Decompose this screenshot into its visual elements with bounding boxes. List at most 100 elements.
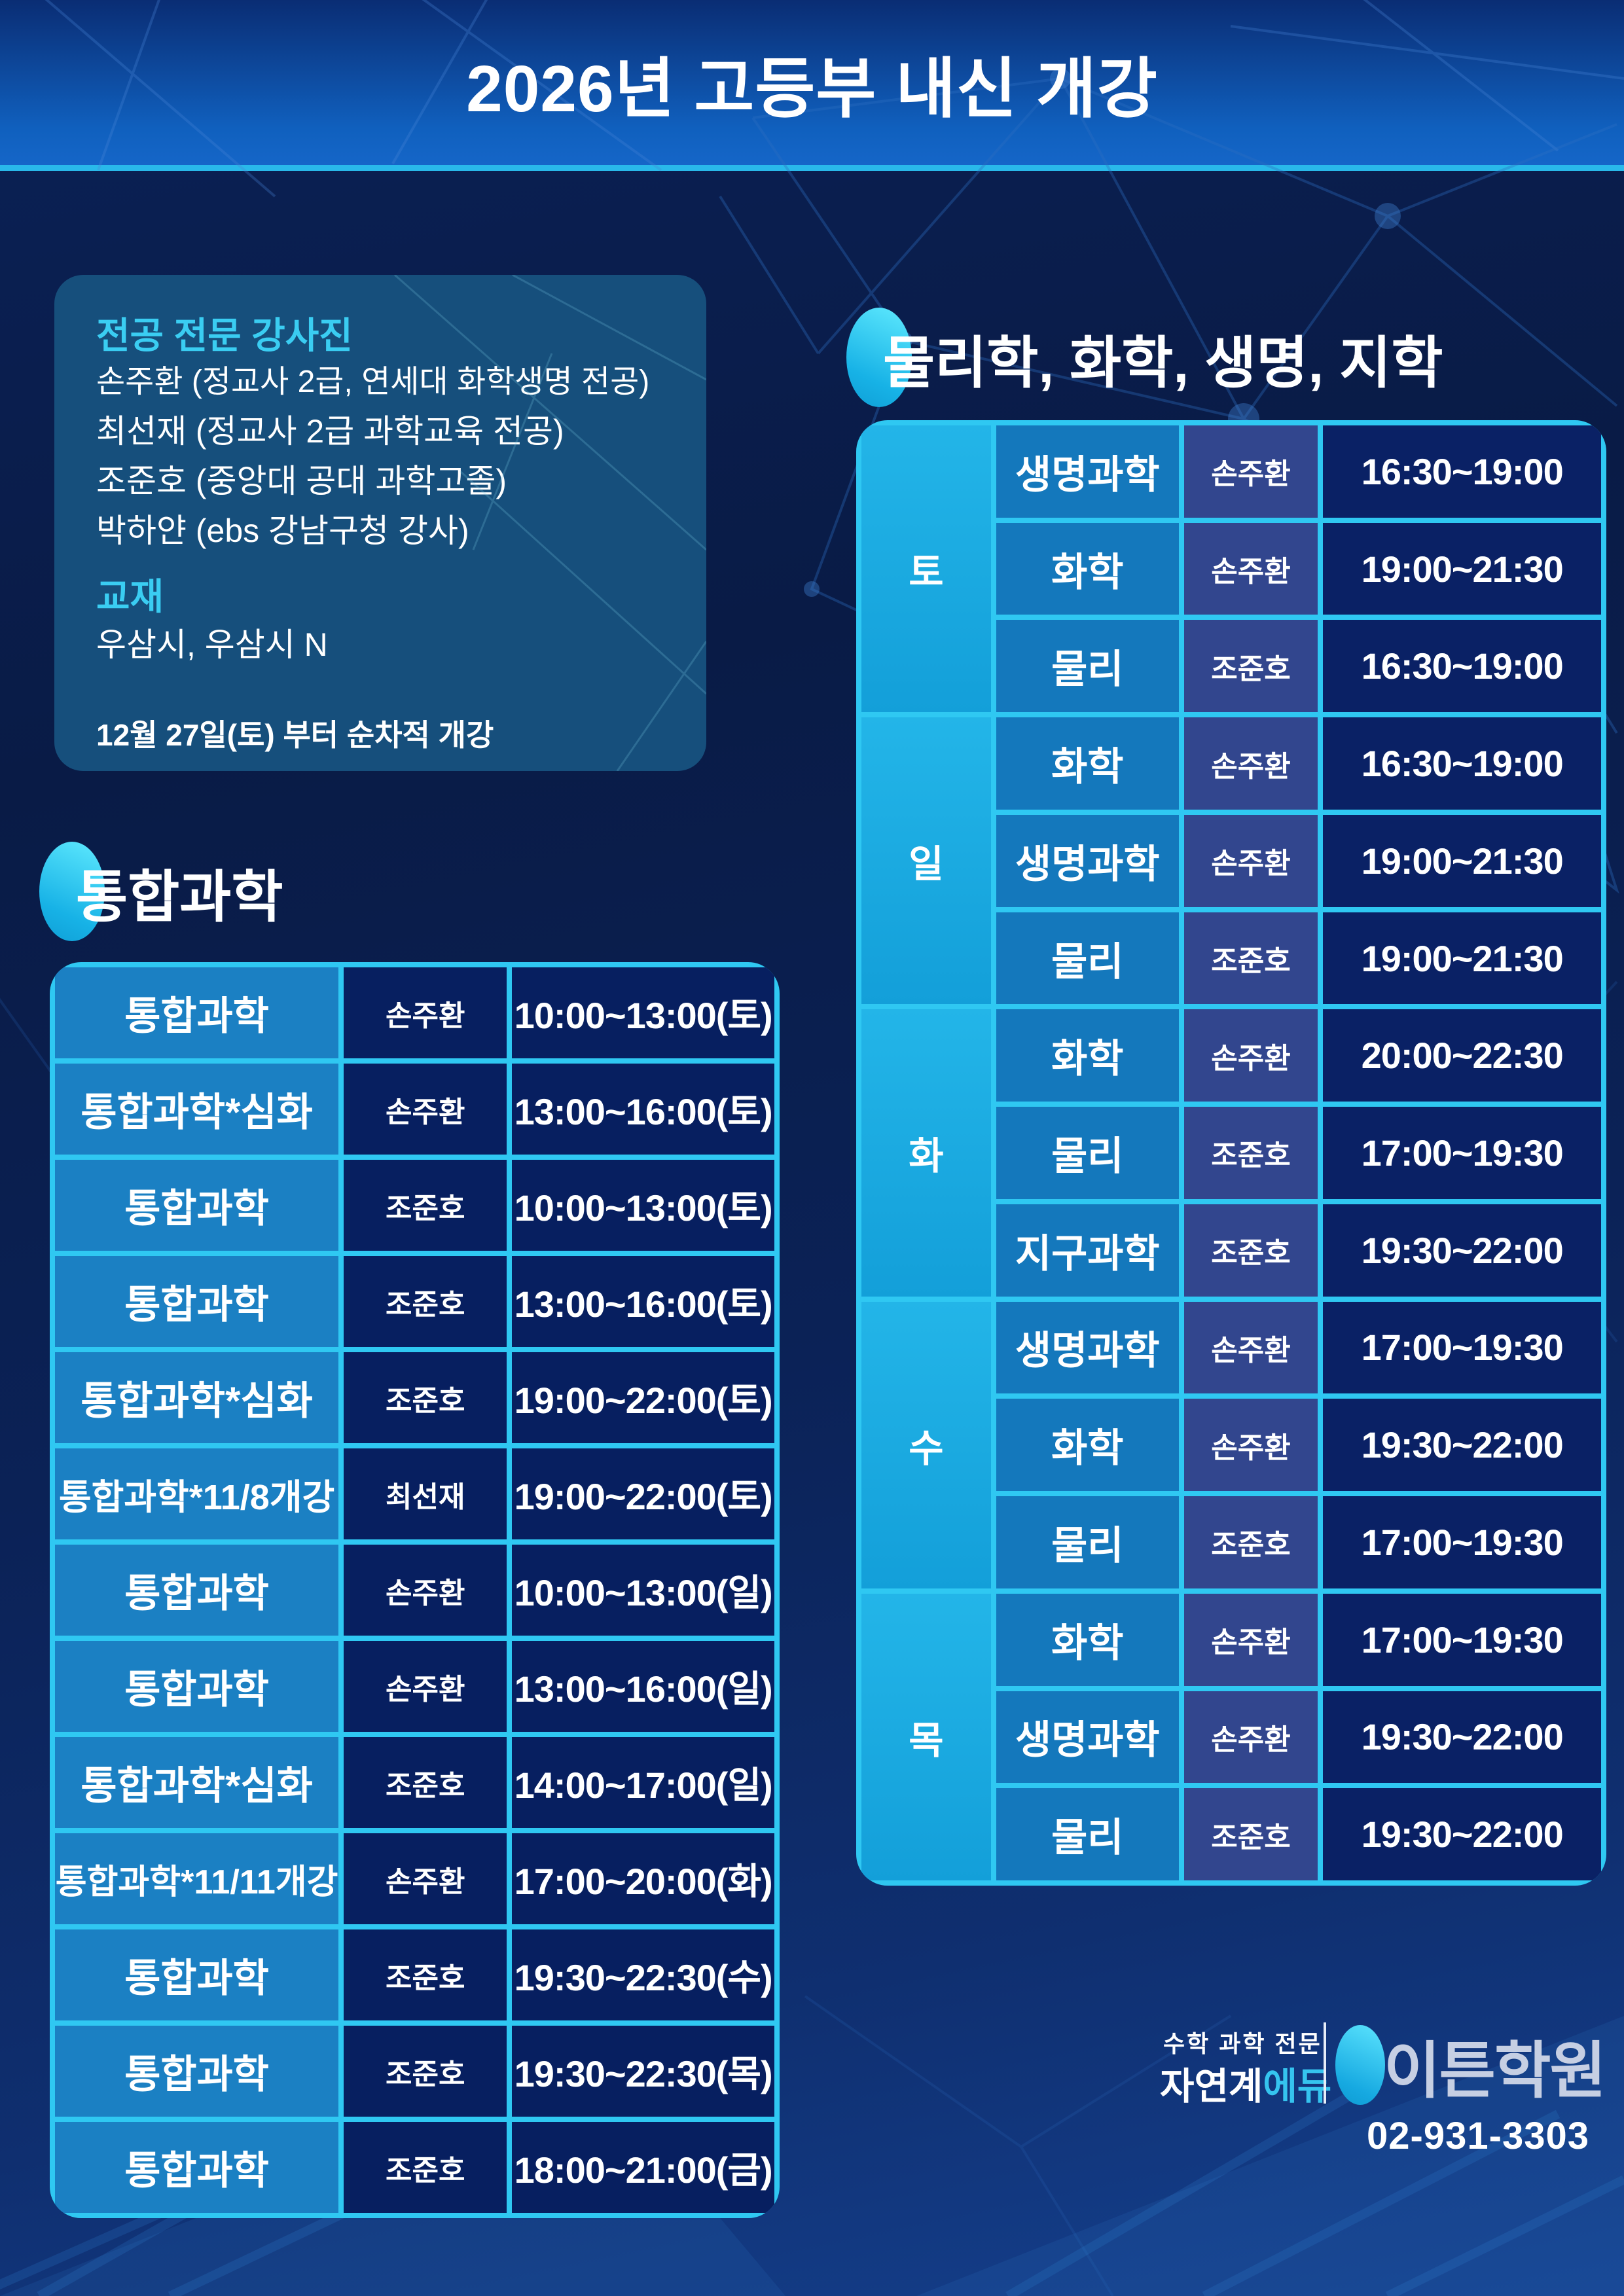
subject-cell: 지구과학 bbox=[996, 1204, 1179, 1297]
day-cell: 목 bbox=[861, 1593, 991, 1880]
time-cell: 16:30~19:00 bbox=[1323, 620, 1601, 713]
time-cell: 16:30~19:00 bbox=[1323, 717, 1601, 810]
time-cell: 13:00~16:00(토) bbox=[512, 1064, 774, 1155]
teacher-cell: 조준호 bbox=[1183, 1788, 1318, 1880]
teacher-cell: 손주환 bbox=[344, 1545, 507, 1636]
teacher-cell: 조준호 bbox=[344, 1160, 507, 1251]
time-cell: 17:00~19:30 bbox=[1323, 1301, 1601, 1394]
time-cell: 19:30~22:00 bbox=[1323, 1399, 1601, 1492]
teacher-cell: 조준호 bbox=[344, 2026, 507, 2117]
teacher-cell: 최선재 bbox=[344, 1448, 507, 1539]
subject-cell: 통합과학 bbox=[55, 1545, 339, 1636]
time-cell: 19:30~22:00 bbox=[1323, 1204, 1601, 1297]
time-cell: 18:00~21:00(금) bbox=[512, 2122, 774, 2213]
time-cell: 19:30~22:00 bbox=[1323, 1788, 1601, 1880]
subject-cell: 물리 bbox=[996, 620, 1179, 713]
section-title-science-subjects: 물리학, 화학, 생명, 지학 bbox=[846, 308, 1443, 407]
time-cell: 10:00~13:00(토) bbox=[512, 967, 774, 1058]
subject-cell: 화학 bbox=[996, 717, 1179, 810]
day-cell: 일 bbox=[861, 717, 991, 1005]
instructor-line: 조준호 (중앙대 공대 과학고졸) bbox=[96, 462, 507, 499]
subject-cell: 생명과학 bbox=[996, 814, 1179, 907]
teacher-cell: 조준호 bbox=[1183, 1204, 1318, 1297]
subject-cell: 생명과학 bbox=[996, 1691, 1179, 1784]
subject-cell: 통합과학*심화 bbox=[55, 1352, 339, 1443]
teacher-cell: 손주환 bbox=[1183, 1691, 1318, 1784]
teacher-cell: 손주환 bbox=[344, 1833, 507, 1924]
subject-cell: 통합과학 bbox=[55, 1256, 339, 1347]
subject-cell: 물리 bbox=[996, 1107, 1179, 1199]
teacher-cell: 조준호 bbox=[1183, 912, 1318, 1005]
subject-cell: 통합과학 bbox=[55, 2026, 339, 2117]
teacher-cell: 조준호 bbox=[344, 1352, 507, 1443]
subject-cell: 화학 bbox=[996, 1593, 1179, 1686]
header-band bbox=[0, 0, 1624, 165]
academy-name: 이튼학원 bbox=[1384, 2036, 1606, 2105]
teacher-cell: 조준호 bbox=[1183, 620, 1318, 713]
day-cell: 수 bbox=[861, 1301, 991, 1588]
teacher-cell: 조준호 bbox=[1183, 1496, 1318, 1588]
cyan-dot-icon bbox=[846, 308, 912, 407]
teacher-cell: 손주환 bbox=[1183, 814, 1318, 907]
section-title-label: 통합과학 bbox=[76, 865, 283, 929]
time-cell: 10:00~13:00(일) bbox=[512, 1545, 774, 1636]
textbook-heading: 교재 bbox=[96, 575, 164, 617]
time-cell: 19:00~22:00(토) bbox=[512, 1448, 774, 1539]
subject-cell: 통합과학 bbox=[55, 1160, 339, 1251]
teacher-cell: 조준호 bbox=[344, 1256, 507, 1347]
time-cell: 17:00~19:30 bbox=[1323, 1496, 1601, 1588]
time-cell: 19:00~21:30 bbox=[1323, 522, 1601, 615]
instructors-heading: 전공 전문 강사진 bbox=[96, 315, 353, 356]
teacher-cell: 손주환 bbox=[1183, 1399, 1318, 1492]
info-box: 전공 전문 강사진 손주환 (정교사 2급, 연세대 화학생명 전공) 최선재 … bbox=[54, 275, 706, 771]
subject-cell: 생명과학 bbox=[996, 1301, 1179, 1394]
time-cell: 10:00~13:00(토) bbox=[512, 1160, 774, 1251]
time-cell: 14:00~17:00(일) bbox=[512, 1737, 774, 1828]
header-divider bbox=[0, 165, 1624, 171]
time-cell: 19:00~21:30 bbox=[1323, 814, 1601, 907]
time-cell: 20:00~22:30 bbox=[1323, 1009, 1601, 1102]
teacher-cell: 손주환 bbox=[1183, 1593, 1318, 1686]
subject-cell: 물리 bbox=[996, 912, 1179, 1005]
instructor-line: 손주환 (정교사 2급, 연세대 화학생명 전공) bbox=[96, 365, 650, 399]
textbook-line: 우삼시, 우삼시 N bbox=[96, 626, 328, 663]
subject-cell: 통합과학*11/11개강 bbox=[55, 1833, 339, 1924]
instructor-line: 박하얀 (ebs 강남구청 강사) bbox=[96, 512, 469, 549]
phone-number: 02-931-3303 bbox=[1367, 2115, 1589, 2157]
section-title-label: 물리학, 화학, 생명, 지학 bbox=[883, 331, 1443, 395]
teacher-cell: 손주환 bbox=[1183, 425, 1318, 518]
subject-cell: 통합과학 bbox=[55, 2122, 339, 2213]
teacher-cell: 손주환 bbox=[344, 1641, 507, 1732]
brand-tagline: 수학 과학 전문 bbox=[1163, 2030, 1322, 2057]
integrated-science-table: 통합과학 손주환 10:00~13:00(토) 통합과학*심화 손주환 13:0… bbox=[50, 962, 780, 2218]
opening-notice: 12월 27일(토) 부터 순차적 개강 bbox=[96, 717, 494, 752]
subject-cell: 통합과학*심화 bbox=[55, 1737, 339, 1828]
brand-divider bbox=[1324, 2022, 1326, 2104]
time-cell: 16:30~19:00 bbox=[1323, 425, 1601, 518]
time-cell: 17:00~19:30 bbox=[1323, 1593, 1601, 1686]
time-cell: 19:30~22:30(수) bbox=[512, 1929, 774, 2020]
brand-name: 자연계에듀 bbox=[1160, 2056, 1331, 2110]
teacher-cell: 손주환 bbox=[1183, 522, 1318, 615]
time-cell: 19:30~22:00 bbox=[1323, 1691, 1601, 1784]
time-cell: 13:00~16:00(일) bbox=[512, 1641, 774, 1732]
teacher-cell: 조준호 bbox=[344, 2122, 507, 2213]
time-cell: 17:00~20:00(화) bbox=[512, 1833, 774, 1924]
science-subjects-table: 토 생명과학 손주환 16:30~19:00 화학 손주환 19:00~21:3… bbox=[856, 420, 1606, 1886]
teacher-cell: 조준호 bbox=[344, 1929, 507, 2020]
cyan-dot-icon bbox=[39, 842, 105, 941]
subject-cell: 화학 bbox=[996, 1009, 1179, 1102]
subject-cell: 생명과학 bbox=[996, 425, 1179, 518]
page-title: 2026년 고등부 내신 개강 bbox=[466, 52, 1158, 126]
time-cell: 13:00~16:00(토) bbox=[512, 1256, 774, 1347]
teacher-cell: 손주환 bbox=[1183, 1009, 1318, 1102]
time-cell: 19:00~21:30 bbox=[1323, 912, 1601, 1005]
subject-cell: 통합과학 bbox=[55, 1929, 339, 2020]
day-cell: 화 bbox=[861, 1009, 991, 1297]
subject-cell: 통합과학*11/8개강 bbox=[55, 1448, 339, 1539]
day-cell: 토 bbox=[861, 425, 991, 713]
subject-cell: 화학 bbox=[996, 1399, 1179, 1492]
teacher-cell: 손주환 bbox=[1183, 1301, 1318, 1394]
teacher-cell: 손주환 bbox=[344, 967, 507, 1058]
